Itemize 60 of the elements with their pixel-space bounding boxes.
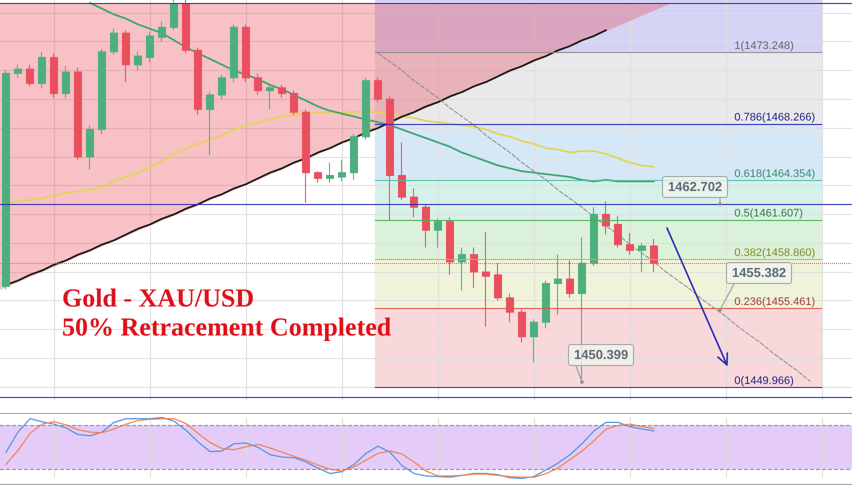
candlestick (614, 215, 622, 248)
ref-line-label: 0.236(1455.461) (734, 296, 816, 308)
candlestick (26, 64, 34, 87)
candlestick (602, 200, 610, 236)
ref-line-label: 0.382(1458.860) (734, 247, 816, 260)
candlestick (338, 159, 346, 182)
candlestick (266, 84, 274, 110)
annotation: 1455.382 (726, 262, 792, 284)
candlestick (230, 24, 238, 83)
candlestick (74, 67, 82, 160)
candlestick (326, 162, 334, 184)
candlestick (14, 64, 22, 78)
candlestick (158, 21, 166, 42)
ref-line-label: 0.5(1461.607) (734, 208, 803, 220)
annotation: 1462.702 (662, 176, 728, 198)
candlestick (290, 90, 298, 116)
candlestick (542, 280, 550, 329)
candlestick (386, 96, 394, 221)
candlestick (626, 232, 634, 256)
candlestick (422, 204, 430, 248)
candlestick (518, 308, 526, 343)
candlestick (638, 242, 646, 272)
candlestick (278, 84, 286, 98)
candlestick (398, 142, 406, 200)
candlestick (434, 218, 442, 248)
candlestick (194, 46, 202, 116)
candlestick (182, 0, 190, 54)
ref-line-label: 0(1449.966) (734, 375, 794, 388)
candlestick (374, 77, 382, 103)
candlestick (206, 92, 214, 156)
candlestick (86, 124, 94, 170)
candlestick (146, 31, 154, 62)
candlestick (362, 77, 370, 140)
text: Gold - XAU/USD (62, 284, 254, 312)
candlestick (302, 108, 310, 204)
ref-line-label: 1(1473.248) (734, 40, 794, 52)
text: 50% Retracement Completed (62, 312, 392, 342)
candlestick (122, 30, 130, 83)
candlestick (530, 318, 538, 364)
candlestick (254, 72, 262, 96)
ref-line-label: 0.786(1468.266) (734, 112, 816, 124)
candlestick (314, 170, 322, 184)
candlestick (350, 133, 358, 180)
candlestick (170, 0, 178, 31)
annotation: 1450.399 (568, 344, 634, 366)
candlestick (554, 254, 562, 316)
candlestick (218, 74, 226, 100)
ref-line-label: 0.618(1464.354) (734, 168, 816, 180)
candlestick (458, 246, 466, 292)
candlestick (98, 48, 106, 134)
candlestick (2, 70, 10, 290)
candlestick (410, 188, 418, 218)
candlestick (506, 293, 514, 323)
candlestick (134, 51, 142, 72)
candlestick (50, 52, 58, 98)
candlestick (62, 66, 70, 98)
candlestick (110, 28, 118, 56)
candlestick (590, 206, 598, 267)
candlestick (242, 24, 250, 83)
candlestick (38, 51, 46, 88)
